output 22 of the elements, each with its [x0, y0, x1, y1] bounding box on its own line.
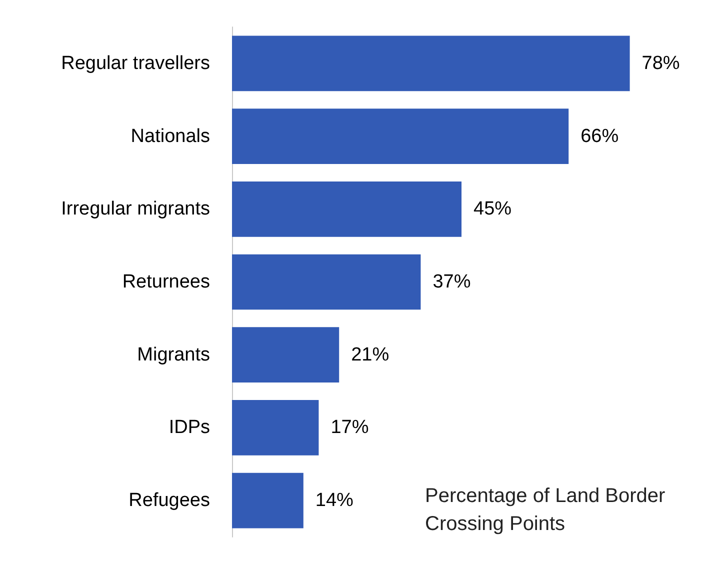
y-tick-label: IDPs — [168, 417, 210, 438]
bar — [232, 472, 304, 528]
data-label: 17% — [330, 417, 369, 438]
y-tick-label: Irregular migrants — [61, 198, 210, 220]
y-tick-label: Refugees — [128, 490, 210, 512]
bar — [232, 327, 340, 383]
bar — [232, 254, 421, 310]
y-tick-label: Nationals — [130, 126, 210, 147]
data-label: 21% — [351, 344, 390, 366]
y-tick-label: Migrants — [137, 344, 210, 366]
y-tick-label: Regular travellers — [61, 52, 210, 74]
bar — [232, 181, 462, 237]
bar — [232, 400, 319, 456]
y-tick-label: Returnees — [122, 272, 210, 292]
x-axis-title: Percentage of Land Border Crossing Points — [425, 485, 671, 535]
bar — [232, 108, 569, 164]
data-label: 78% — [642, 52, 680, 74]
bar — [232, 36, 630, 92]
data-label: 66% — [580, 126, 619, 147]
data-label: 45% — [474, 198, 512, 220]
data-label: 37% — [432, 272, 471, 292]
data-label: 14% — [315, 490, 354, 512]
